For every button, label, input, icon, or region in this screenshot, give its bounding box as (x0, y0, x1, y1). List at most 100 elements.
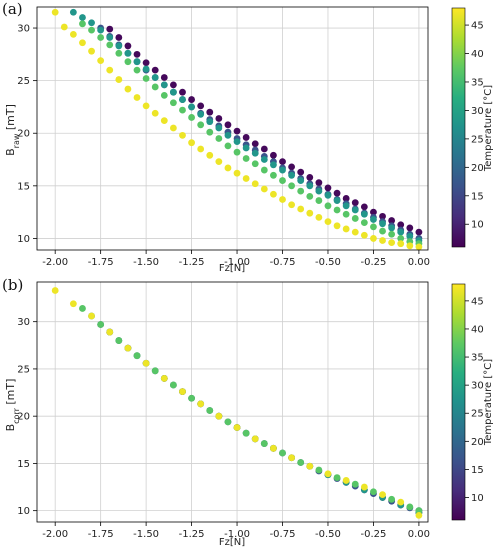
colorbar-tick-label: 10 (471, 493, 484, 504)
colorbar-tick-label: 35 (471, 77, 484, 88)
data-point (260, 185, 268, 193)
data-point (360, 203, 368, 211)
data-point (297, 459, 305, 466)
x-tick-label: -0.75 (270, 529, 296, 540)
data-point (306, 174, 314, 181)
data-point (169, 81, 177, 89)
scatter-points-a (51, 8, 423, 251)
data-point (79, 14, 86, 21)
data-point (333, 474, 341, 481)
data-point (351, 215, 359, 222)
data-point (69, 30, 77, 38)
x-tick-label: -0.75 (270, 257, 296, 268)
data-point (342, 202, 350, 210)
x-tick-label: -2.00 (42, 257, 68, 268)
data-point (288, 171, 296, 179)
data-point (315, 179, 323, 187)
data-point (270, 171, 277, 179)
x-ticks-b: -2.00 -1.75 -1.50 -1.25 -1.00 -0.75 -0.50 -0.25… (42, 522, 430, 540)
data-point (97, 57, 105, 65)
panel-label-a: (a) (2, 0, 23, 18)
y-tick-label: 30 (17, 24, 30, 35)
data-point (88, 47, 95, 55)
data-point (342, 195, 350, 202)
data-point (333, 189, 341, 197)
data-point (360, 210, 368, 218)
data-point (233, 148, 241, 156)
data-point (215, 412, 223, 420)
x-axis-label-a: Fz[N] (219, 263, 245, 274)
data-point (60, 23, 68, 31)
data-point (388, 495, 396, 503)
grid-b (37, 282, 428, 522)
data-point (197, 400, 205, 408)
data-point (351, 206, 359, 214)
x-ticks-a: -2.00 -1.75 -1.50 -1.25 -1.00 -0.75 -0.50 -0.25… (42, 250, 430, 268)
data-point (197, 102, 205, 110)
data-point (397, 240, 405, 248)
x-tick-label: -1.00 (224, 529, 250, 540)
data-point (370, 235, 377, 242)
data-point (370, 216, 377, 223)
x-tick-label: -0.25 (361, 529, 387, 540)
data-point (370, 488, 377, 496)
data-point (233, 138, 241, 146)
data-point (324, 470, 332, 478)
colorbar-a (451, 7, 466, 248)
data-point (333, 222, 341, 230)
data-point (260, 156, 268, 163)
data-point (379, 227, 386, 235)
y-tick-label: 20 (17, 412, 30, 423)
data-point (69, 300, 77, 308)
data-point (142, 102, 150, 110)
colorbar-tick-label: 30 (471, 381, 484, 392)
data-point (397, 498, 405, 506)
data-point (97, 34, 105, 41)
data-point (370, 223, 377, 231)
data-point (242, 134, 250, 141)
data-point (306, 182, 314, 190)
colorbar-tick-label: 15 (471, 191, 484, 202)
y-tick-label: 15 (17, 459, 30, 470)
data-point (160, 81, 168, 89)
data-point (142, 65, 150, 73)
data-point (115, 34, 123, 41)
data-point (279, 196, 286, 203)
colorbar-ticks-a: 10 15 20 25 30 35 40 45 (465, 21, 484, 231)
data-point (306, 462, 314, 470)
data-point (115, 49, 123, 57)
colorbar-tick-label: 30 (471, 106, 484, 117)
colorbar-tick-label: 45 (471, 21, 484, 32)
data-point (169, 124, 177, 132)
data-point (188, 96, 195, 103)
colorbar-tick-label: 15 (471, 465, 484, 476)
colorbar-tick-label: 10 (471, 220, 484, 231)
data-point (179, 88, 186, 96)
data-point (288, 182, 296, 190)
data-point (79, 20, 86, 28)
colorbar-tick-label: 35 (471, 353, 484, 364)
x-tick-label: -1.25 (179, 529, 205, 540)
data-point (160, 374, 168, 382)
data-point (51, 287, 59, 294)
data-point (124, 58, 132, 66)
data-point (151, 83, 159, 91)
data-point (124, 344, 132, 352)
x-tick-label: 0.00 (408, 529, 430, 540)
colorbar-tick-label: 40 (471, 324, 484, 335)
panel-b: (b) -2.00 -1.75 -1.50 -1.25 -1.00 -0.75 -0.50-… (2, 276, 494, 548)
plot-frame-b (36, 281, 429, 523)
data-point (224, 418, 232, 426)
data-point (233, 424, 241, 431)
y-tick-label: 25 (17, 76, 30, 87)
data-point (379, 220, 386, 228)
data-point (270, 190, 277, 198)
data-point (224, 164, 232, 172)
data-point (388, 217, 396, 224)
data-point (169, 381, 177, 389)
data-point (188, 114, 195, 121)
data-point (88, 26, 95, 34)
data-point (151, 74, 159, 81)
data-point (69, 8, 77, 16)
